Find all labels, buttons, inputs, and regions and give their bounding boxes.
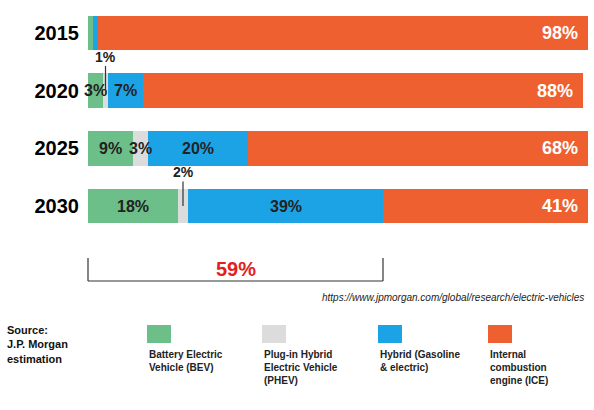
svg-text:3%: 3% (84, 82, 107, 99)
svg-text:18%: 18% (117, 198, 149, 215)
svg-text:20%: 20% (182, 140, 214, 157)
svg-text:3%: 3% (129, 140, 152, 157)
svg-text:2015: 2015 (35, 22, 80, 44)
svg-text:2030: 2030 (35, 195, 80, 217)
svg-text:Source:J.P. Morganestimation: Source:J.P. Morganestimation (7, 324, 68, 365)
svg-text:1%: 1% (95, 49, 116, 65)
svg-text:https://www.jpmorgan.com/globa: https://www.jpmorgan.com/global/research… (322, 292, 584, 303)
svg-text:68%: 68% (542, 138, 578, 158)
svg-text:7%: 7% (114, 82, 137, 99)
svg-text:Hybrid (Gasoline& electric): Hybrid (Gasoline& electric) (380, 349, 460, 373)
svg-text:2020: 2020 (35, 80, 80, 102)
svg-text:Battery ElectricVehicle (BEV): Battery ElectricVehicle (BEV) (149, 349, 223, 373)
svg-text:88%: 88% (537, 81, 573, 101)
svg-text:39%: 39% (270, 198, 302, 215)
svg-text:59%: 59% (216, 258, 256, 280)
svg-text:Plug-in HybridElectric Vehicle: Plug-in HybridElectric Vehicle(PHEV) (264, 349, 338, 386)
svg-text:98%: 98% (542, 23, 578, 43)
svg-text:Internalcombustionengine (ICE): Internalcombustionengine (ICE) (490, 349, 548, 386)
svg-text:41%: 41% (542, 196, 578, 216)
svg-text:2%: 2% (173, 164, 194, 180)
svg-text:2025: 2025 (35, 137, 80, 159)
svg-text:9%: 9% (99, 140, 122, 157)
